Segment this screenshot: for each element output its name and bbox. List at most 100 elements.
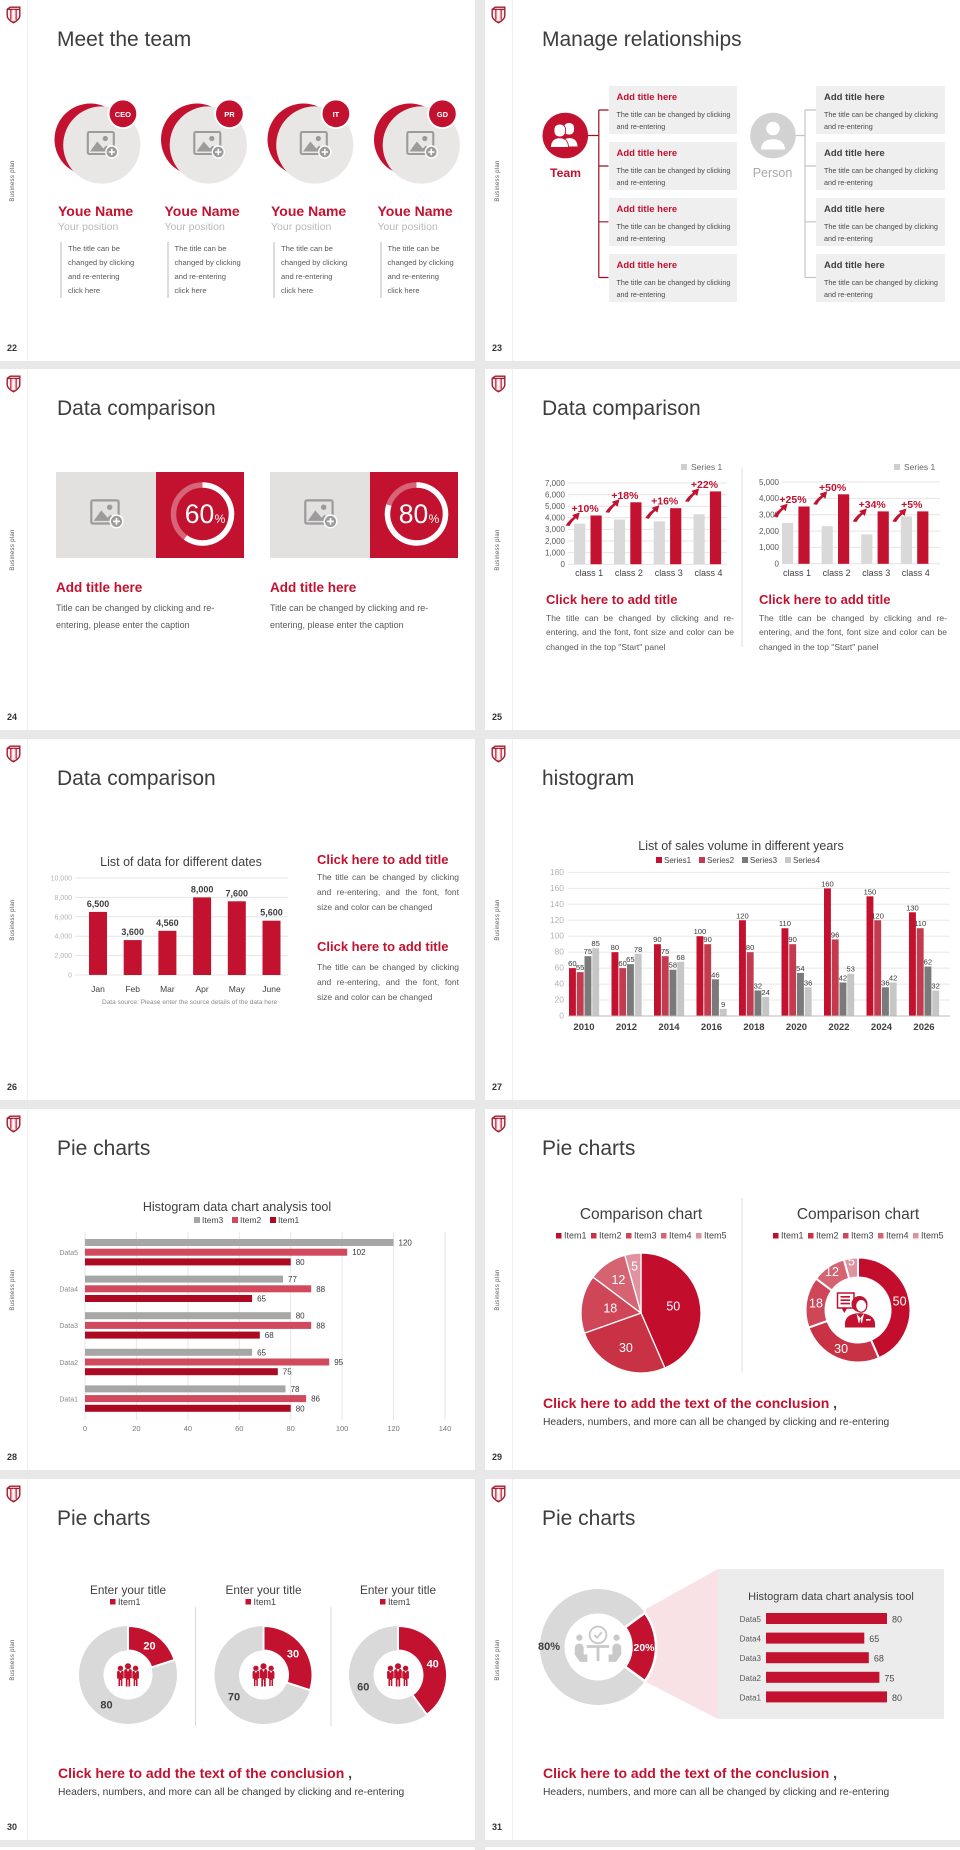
svg-text:18: 18 <box>809 1297 823 1311</box>
svg-text:30: 30 <box>619 1341 633 1355</box>
svg-text:12: 12 <box>611 1273 625 1287</box>
svg-text:class 1: class 1 <box>783 568 811 578</box>
svg-text:List of data for different dat: List of data for different dates <box>100 855 262 869</box>
svg-text:102: 102 <box>352 1248 366 1257</box>
svg-text:Data5: Data5 <box>59 1250 78 1257</box>
svg-text:Jan: Jan <box>91 984 105 994</box>
svg-text:Comparison chart: Comparison chart <box>797 1206 920 1223</box>
svg-text:100: 100 <box>336 1424 349 1433</box>
svg-text:PR: PR <box>224 110 235 119</box>
svg-text:70: 70 <box>228 1692 240 1704</box>
svg-text:5: 5 <box>631 1259 638 1273</box>
svg-text:Data1: Data1 <box>59 1396 78 1403</box>
svg-text:18: 18 <box>603 1301 617 1315</box>
svg-text:Data3: Data3 <box>740 1654 762 1663</box>
svg-text:80: 80 <box>296 1312 305 1321</box>
svg-text:120: 120 <box>387 1424 400 1433</box>
svg-text:+16%: +16% <box>651 496 679 508</box>
svg-text:1,000: 1,000 <box>759 543 780 552</box>
svg-text:58: 58 <box>669 961 677 970</box>
svg-text:Item5: Item5 <box>921 1231 944 1241</box>
svg-text:0: 0 <box>83 1424 87 1433</box>
svg-text:120: 120 <box>871 911 884 920</box>
svg-text:Item1: Item1 <box>254 1597 277 1607</box>
svg-text:88: 88 <box>316 1321 325 1330</box>
svg-text:class 3: class 3 <box>655 568 683 578</box>
svg-text:2018: 2018 <box>743 1022 764 1033</box>
svg-text:Item3: Item3 <box>851 1231 874 1241</box>
svg-text:120: 120 <box>736 911 749 920</box>
svg-text:30: 30 <box>287 1649 299 1661</box>
svg-text:60: 60 <box>618 959 626 968</box>
svg-text:54: 54 <box>796 964 804 973</box>
svg-text:List of sales volume in differ: List of sales volume in different years <box>638 839 843 853</box>
svg-text:40: 40 <box>184 1424 192 1433</box>
svg-text:5,600: 5,600 <box>260 908 283 918</box>
svg-text:2024: 2024 <box>871 1022 893 1033</box>
svg-text:85: 85 <box>591 939 599 948</box>
svg-text:%: % <box>429 512 440 526</box>
svg-text:class 2: class 2 <box>823 568 851 578</box>
svg-text:Item1: Item1 <box>781 1231 804 1241</box>
svg-text:0: 0 <box>559 1011 564 1021</box>
svg-text:36: 36 <box>881 978 889 987</box>
svg-text:+10%: +10% <box>572 503 600 515</box>
svg-text:40: 40 <box>555 979 565 989</box>
svg-text:0: 0 <box>561 560 566 569</box>
svg-text:120: 120 <box>399 1239 413 1248</box>
svg-text:7,000: 7,000 <box>545 479 566 488</box>
svg-text:36: 36 <box>804 978 812 987</box>
svg-text:6,000: 6,000 <box>545 490 566 499</box>
svg-text:Item3: Item3 <box>634 1231 657 1241</box>
svg-text:2026: 2026 <box>913 1022 934 1033</box>
svg-text:96: 96 <box>831 930 839 939</box>
svg-text:Item1: Item1 <box>118 1597 141 1607</box>
svg-text:75: 75 <box>283 1368 292 1377</box>
svg-text:3,000: 3,000 <box>759 511 780 520</box>
svg-text:6,000: 6,000 <box>54 914 72 921</box>
svg-text:77: 77 <box>288 1275 297 1284</box>
svg-text:Item1: Item1 <box>564 1231 587 1241</box>
svg-text:140: 140 <box>550 899 564 909</box>
svg-text:80: 80 <box>746 943 754 952</box>
svg-text:Item1: Item1 <box>278 1215 300 1225</box>
svg-text:2022: 2022 <box>828 1022 849 1033</box>
svg-text:24: 24 <box>761 988 769 997</box>
svg-text:4,000: 4,000 <box>759 494 780 503</box>
svg-text:2012: 2012 <box>616 1022 637 1033</box>
svg-text:7,600: 7,600 <box>226 888 249 898</box>
svg-text:2016: 2016 <box>701 1022 722 1033</box>
svg-text:Item3: Item3 <box>202 1215 224 1225</box>
svg-text:6,500: 6,500 <box>87 899 110 909</box>
svg-text:Series 1: Series 1 <box>691 462 722 472</box>
svg-text:IT: IT <box>333 110 340 119</box>
svg-text:Item5: Item5 <box>704 1231 727 1241</box>
svg-text:4,000: 4,000 <box>54 934 72 941</box>
svg-text:32: 32 <box>754 981 762 990</box>
svg-text:110: 110 <box>779 919 791 928</box>
svg-text:Comparison chart: Comparison chart <box>580 1206 703 1223</box>
svg-text:20: 20 <box>143 1641 155 1653</box>
svg-text:80: 80 <box>892 1693 902 1703</box>
svg-text:12: 12 <box>825 1265 839 1279</box>
svg-text:62: 62 <box>924 958 932 967</box>
svg-text:4,000: 4,000 <box>545 514 566 523</box>
svg-text:2,000: 2,000 <box>759 527 780 536</box>
svg-text:Enter your title: Enter your title <box>360 1583 436 1597</box>
svg-text:60: 60 <box>555 963 565 973</box>
svg-text:50: 50 <box>893 1294 907 1308</box>
svg-text:78: 78 <box>634 945 642 954</box>
svg-text:+18%: +18% <box>611 490 639 502</box>
svg-text:80: 80 <box>892 1615 902 1625</box>
svg-text:9: 9 <box>721 1000 725 1009</box>
svg-text:20: 20 <box>132 1424 140 1433</box>
svg-text:180: 180 <box>550 867 564 877</box>
svg-text:100: 100 <box>550 931 564 941</box>
svg-text:Data4: Data4 <box>740 1635 762 1644</box>
svg-text:110: 110 <box>914 919 926 928</box>
svg-text:2010: 2010 <box>573 1022 594 1033</box>
svg-text:40: 40 <box>427 1659 439 1671</box>
svg-text:+5%: +5% <box>901 499 923 511</box>
svg-text:Apr: Apr <box>195 984 208 994</box>
svg-text:Enter your title: Enter your title <box>90 1583 166 1597</box>
